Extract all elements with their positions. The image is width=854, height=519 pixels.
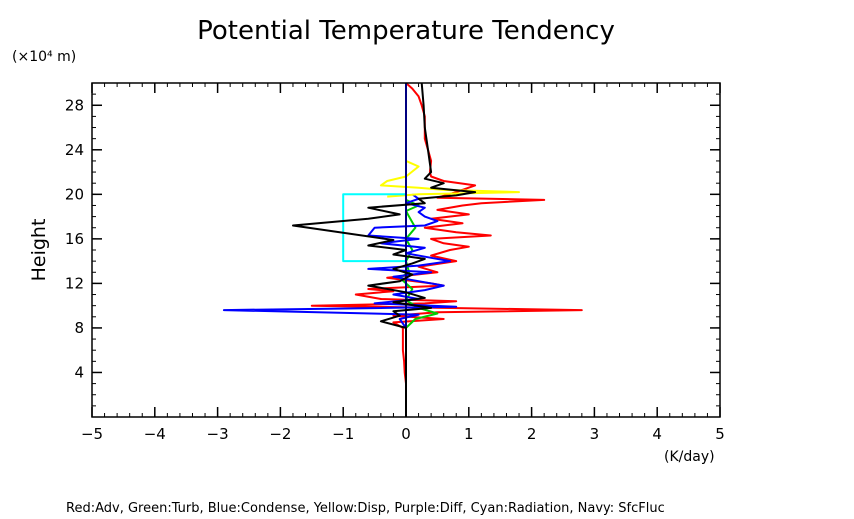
- x-axis-label: (K/day): [664, 449, 715, 465]
- x-tick-label: −1: [332, 425, 354, 443]
- legend-footer: Red:Adv, Green:Turb, Blue:Condense, Yell…: [66, 501, 665, 516]
- x-tick-label: 5: [715, 425, 725, 443]
- x-tick-label: 2: [527, 425, 537, 443]
- x-tick-label: 0: [401, 425, 411, 443]
- x-tick-label: 3: [590, 425, 600, 443]
- x-tick-label: −2: [269, 425, 291, 443]
- chart-title: Potential Temperature Tendency: [197, 16, 615, 46]
- y-tick-label: 12: [65, 274, 84, 292]
- y-tick-label: 24: [65, 141, 84, 159]
- plot-area: [222, 82, 583, 417]
- y-tick-label: 16: [65, 230, 84, 248]
- y-tick-label: 28: [65, 96, 84, 114]
- x-tick-label: −4: [144, 425, 166, 443]
- y-axis-label: Height: [28, 219, 50, 282]
- x-tick-label: 1: [464, 425, 474, 443]
- series-line-total: [292, 82, 477, 417]
- x-tick-label: −3: [207, 425, 229, 443]
- plot-frame: [91, 82, 721, 418]
- y-tick-label: 8: [74, 319, 84, 337]
- x-tick-label: −5: [81, 425, 103, 443]
- series-line-yellow-disp: [379, 149, 520, 198]
- y-unit-label: (×10⁴ m): [12, 49, 76, 65]
- y-tick-label: 20: [65, 185, 84, 203]
- series-line-blue-condense: [222, 193, 458, 417]
- x-tick-label: 4: [652, 425, 662, 443]
- y-tick-label: 4: [74, 363, 84, 381]
- series-line-red-adv: [310, 82, 583, 417]
- series-line-cyan-radiation: [342, 193, 406, 263]
